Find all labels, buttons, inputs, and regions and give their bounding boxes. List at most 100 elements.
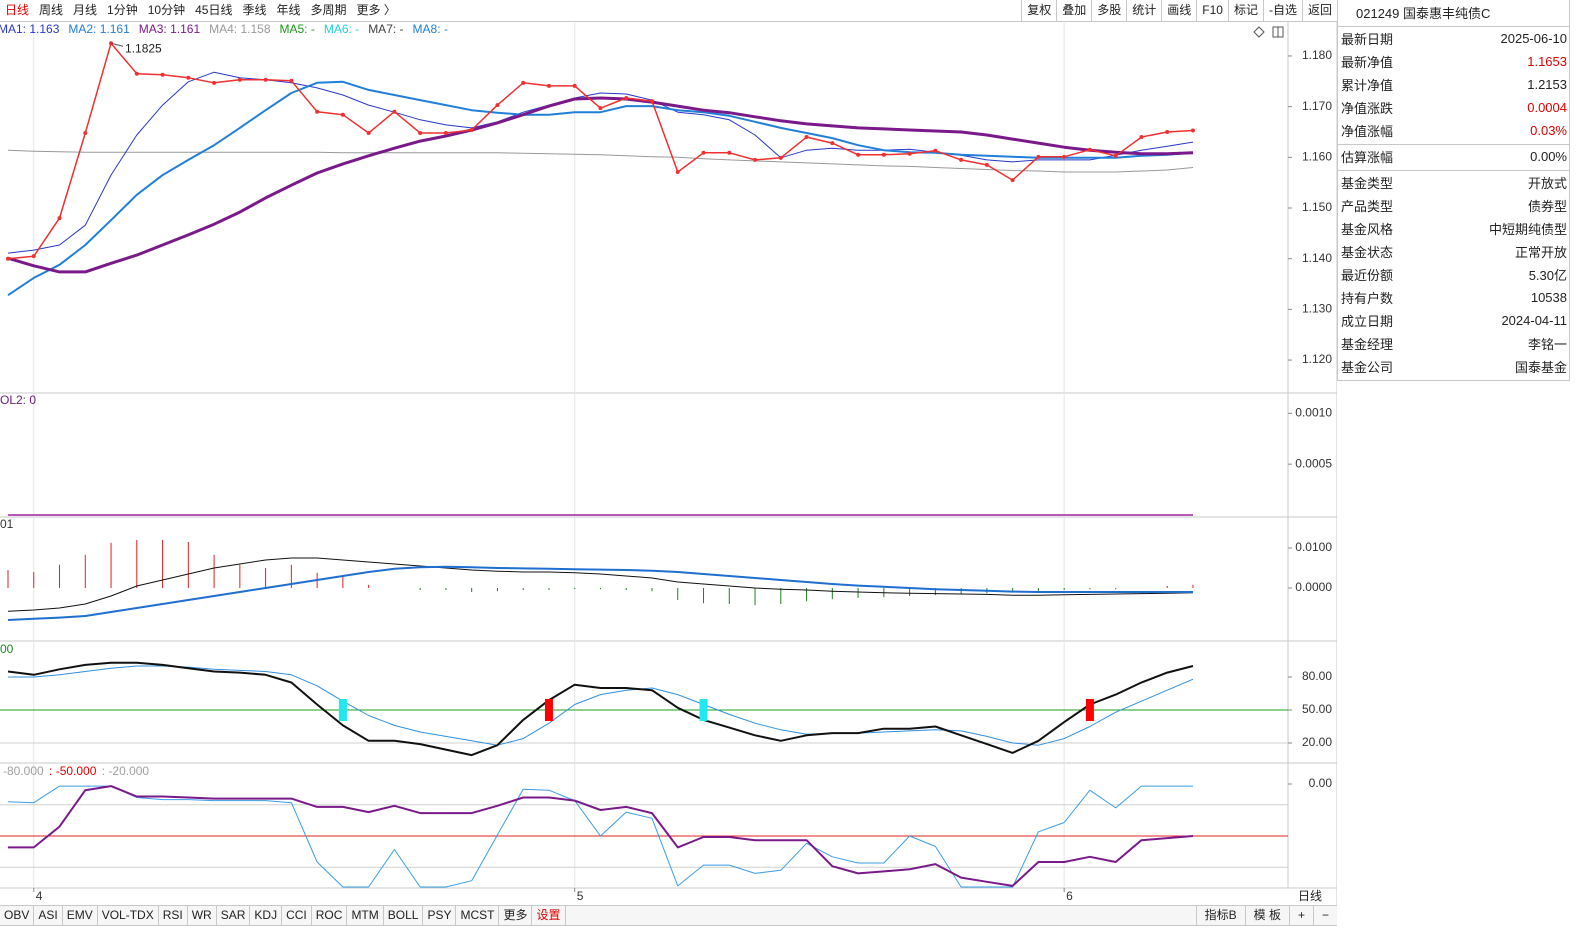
indicator-tab[interactable]: 更多 bbox=[499, 906, 533, 925]
indicator-tab[interactable]: ROC bbox=[312, 906, 348, 925]
indicator-tab[interactable]: 设置 bbox=[532, 906, 566, 925]
tool-button[interactable]: 统计 bbox=[1126, 0, 1161, 21]
info-row: 持有户数 10538 bbox=[1338, 286, 1569, 309]
price-dot bbox=[856, 152, 861, 157]
ma-line bbox=[7, 80, 1194, 297]
info-value: 0.03% bbox=[1530, 123, 1567, 138]
price-dot bbox=[933, 148, 938, 153]
price-dot bbox=[624, 96, 629, 101]
period-tab[interactable]: 10分钟 bbox=[147, 3, 186, 17]
info-value: 2024-04-11 bbox=[1501, 313, 1567, 328]
panel-label: -80.000 bbox=[3, 764, 44, 778]
tool-button[interactable]: 标记 bbox=[1227, 0, 1263, 21]
diamond-icon[interactable] bbox=[1253, 26, 1265, 38]
period-tab[interactable]: 年线 bbox=[276, 3, 301, 17]
price-dot bbox=[675, 170, 680, 175]
info-row: 净值涨跌 0.0004 bbox=[1338, 96, 1569, 119]
info-row: 基金类型 开放式 bbox=[1338, 171, 1569, 194]
info-label: 估算涨幅 bbox=[1341, 150, 1394, 165]
tool-button[interactable]: 叠加 bbox=[1056, 0, 1091, 21]
indicator-tab[interactable]: RSI bbox=[159, 906, 188, 925]
price-dot bbox=[650, 99, 654, 104]
info-row: 基金状态 正常开放 bbox=[1338, 240, 1569, 263]
price-dot bbox=[31, 254, 36, 259]
tab-tool[interactable]: 模 板 bbox=[1244, 906, 1289, 925]
y-tick-label: 1.180 bbox=[1302, 48, 1332, 62]
indicator-tabs: OBV ASI EMV VOL-TDX RSI WR SAR KDJ CCI ROC MTM BOLL… bbox=[0, 905, 1337, 926]
period-tab[interactable]: 45日线 bbox=[195, 3, 233, 17]
legend-entry: MA7: - bbox=[368, 22, 403, 36]
period-tab[interactable]: 1分钟 bbox=[107, 3, 138, 17]
y-tick-label: 0.0100 bbox=[1295, 540, 1332, 554]
price-dot bbox=[521, 80, 526, 85]
price-dot bbox=[495, 103, 500, 108]
period-tab[interactable]: 周线 bbox=[39, 3, 64, 17]
price-dot bbox=[804, 135, 809, 140]
indicator-tab[interactable]: OBV bbox=[0, 906, 35, 925]
info-label: 基金类型 bbox=[1341, 176, 1394, 191]
tool-button[interactable]: 多股 bbox=[1091, 0, 1126, 21]
indicator-tab[interactable]: WR bbox=[188, 906, 217, 925]
price-dot bbox=[263, 77, 268, 82]
toolbar: 日线 周线 月线 1分钟 10分钟 45日线 季线 年线 多周期 更多 〉 复权 叠加 多股 统计 画线 F… bbox=[0, 0, 1337, 22]
info-row: 估算涨幅 0.00% bbox=[1338, 145, 1569, 168]
tab-tool[interactable]: 指标B bbox=[1195, 906, 1245, 925]
tool-button[interactable]: 返回 bbox=[1301, 0, 1337, 21]
price-dot bbox=[598, 106, 603, 111]
price-dot bbox=[289, 78, 294, 83]
info-label: 产品类型 bbox=[1341, 199, 1394, 214]
period-label: 日线 bbox=[1298, 889, 1322, 903]
period-tab[interactable]: 月线 bbox=[73, 3, 98, 17]
tool-button[interactable]: 复权 bbox=[1021, 0, 1056, 21]
indicator-tab[interactable]: BOLL bbox=[384, 906, 424, 925]
legend-entry: MA5: - bbox=[280, 22, 315, 36]
indicator-tab[interactable]: MTM bbox=[347, 906, 384, 925]
period-tab[interactable]: 日线 bbox=[5, 3, 30, 17]
indicator-tab[interactable]: VOL-TDX bbox=[98, 906, 159, 925]
panel-label: OL2: 0 bbox=[0, 393, 36, 407]
tab-tool[interactable]: + bbox=[1288, 906, 1313, 925]
indicator-tab[interactable]: MCST bbox=[456, 906, 500, 925]
y-tick-label: 1.170 bbox=[1302, 99, 1332, 113]
price-dot bbox=[57, 216, 62, 221]
indicator-tab[interactable]: KDJ bbox=[250, 906, 283, 925]
price-dot bbox=[6, 256, 10, 261]
indicator-tab[interactable]: CCI bbox=[282, 906, 312, 925]
period-tab[interactable]: 更多 〉 bbox=[356, 3, 396, 17]
max-label: 1.1825 bbox=[125, 41, 162, 55]
legend-entry: MA6: - bbox=[324, 22, 359, 36]
price-dot bbox=[1062, 154, 1067, 159]
indicator-tab[interactable]: ASI bbox=[34, 906, 63, 925]
info-value: 1.2153 bbox=[1527, 77, 1567, 92]
price-dot bbox=[572, 83, 577, 88]
legend-entry: MA3: 1.161 bbox=[139, 22, 201, 36]
info-row: 最近份额 5.30亿 bbox=[1338, 263, 1569, 286]
info-row: 成立日期 2024-04-11 bbox=[1338, 309, 1569, 332]
indicator-tab[interactable]: EMV bbox=[63, 906, 98, 925]
tool-button[interactable]: 画线 bbox=[1161, 0, 1196, 21]
info-value: 10538 bbox=[1530, 290, 1567, 305]
indicator-tab[interactable]: SAR bbox=[217, 906, 251, 925]
price-dot bbox=[212, 80, 217, 85]
tool-button[interactable]: F10 bbox=[1196, 0, 1228, 21]
signal-marker bbox=[699, 698, 708, 721]
price-dot bbox=[443, 130, 448, 135]
price-dot bbox=[340, 112, 345, 117]
period-tab[interactable]: 季线 bbox=[242, 3, 267, 17]
tool-button[interactable]: -自选 bbox=[1262, 0, 1302, 21]
y-tick-label: 1.140 bbox=[1302, 251, 1332, 265]
price-dot bbox=[1087, 147, 1092, 152]
tab-tool[interactable]: − bbox=[1312, 906, 1337, 925]
price-dot bbox=[727, 150, 732, 155]
signal-marker bbox=[338, 698, 347, 721]
tabs-right: 指标B 模 板 + − bbox=[1195, 906, 1337, 925]
y-tick-label: 1.160 bbox=[1302, 149, 1332, 163]
period-tab[interactable]: 多周期 bbox=[310, 3, 347, 17]
price-dot bbox=[1190, 128, 1195, 133]
indicator-tab[interactable]: PSY bbox=[423, 906, 457, 925]
y-tick-label: 0.0000 bbox=[1295, 580, 1332, 594]
price-dot bbox=[984, 162, 989, 167]
signal-marker bbox=[544, 698, 553, 721]
price-dot bbox=[830, 141, 835, 146]
